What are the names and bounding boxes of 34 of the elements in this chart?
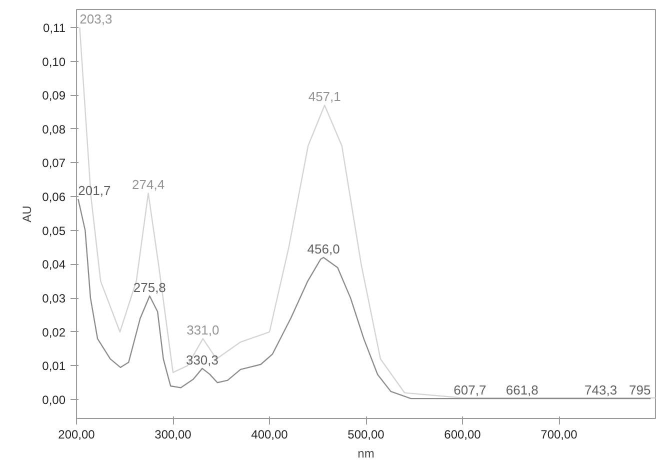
y-tick-label: 0,00 [42, 393, 66, 408]
x-tick-label: 300,00 [154, 428, 192, 442]
x-tick-label: 200,00 [58, 428, 96, 442]
y-axis-title: AU [20, 206, 34, 222]
y-tick-label: 0,01 [42, 359, 66, 374]
annotation: 274,4 [132, 177, 165, 192]
annotation: 661,8 [506, 382, 538, 398]
annotation: 203,3 [80, 11, 112, 26]
annotation: 201,7 [78, 182, 111, 198]
y-tick-label: 0,07 [42, 156, 66, 170]
line-series [78, 198, 652, 400]
annotation: 275,8 [133, 280, 166, 296]
annotation: 795 [628, 382, 651, 398]
annotation: 330,3 [186, 352, 219, 368]
x-tick-label: 500,00 [348, 428, 385, 442]
y-tick-label: 0,10 [42, 54, 66, 69]
y-tick-label: 0,03 [42, 292, 66, 306]
x-tick-label: 400,00 [251, 428, 288, 442]
y-tick-label: 0,02 [42, 325, 66, 340]
annotation: 743,3 [584, 382, 618, 398]
x-tick-label: 600,00 [444, 428, 482, 442]
y-tick-label: 0,11 [43, 20, 66, 35]
x-tick-label: 700,00 [540, 428, 578, 442]
y-tick-label: 0,05 [42, 224, 66, 238]
y-tick-label: 0,06 [42, 190, 66, 204]
annotation: 331,0 [186, 322, 220, 338]
annotation: 607,7 [454, 382, 486, 398]
line-series [79, 26, 656, 398]
y-tick-label: 0,04 [42, 258, 66, 272]
x-axis-title: nm [358, 446, 374, 460]
y-tick-label: 0,09 [42, 88, 66, 103]
y-tick-label: 0,08 [42, 122, 66, 136]
annotation: 457,1 [308, 89, 341, 104]
annotation: 456,0 [307, 241, 340, 256]
